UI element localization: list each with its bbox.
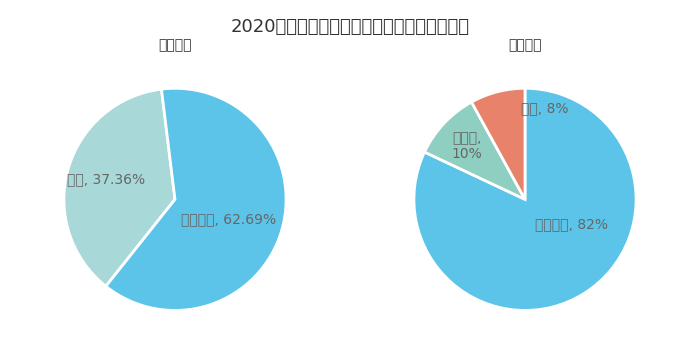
Wedge shape bbox=[424, 102, 525, 199]
Text: 新加坡,
10%: 新加坡, 10% bbox=[452, 131, 482, 161]
Text: 2020年中国石油与中国石化营业区域分布对比: 2020年中国石油与中国石化营业区域分布对比 bbox=[230, 18, 470, 36]
Text: 中国大陆, 82%: 中国大陆, 82% bbox=[536, 217, 608, 231]
Wedge shape bbox=[472, 88, 525, 199]
Text: 其他, 8%: 其他, 8% bbox=[522, 101, 568, 115]
Title: 中国石化: 中国石化 bbox=[508, 38, 542, 52]
Wedge shape bbox=[414, 88, 636, 310]
Wedge shape bbox=[64, 89, 175, 286]
Text: 其他, 37.36%: 其他, 37.36% bbox=[67, 172, 145, 187]
Wedge shape bbox=[106, 88, 286, 310]
Text: 中国大陆, 62.69%: 中国大陆, 62.69% bbox=[181, 212, 276, 226]
Title: 中国石油: 中国石油 bbox=[158, 38, 192, 52]
